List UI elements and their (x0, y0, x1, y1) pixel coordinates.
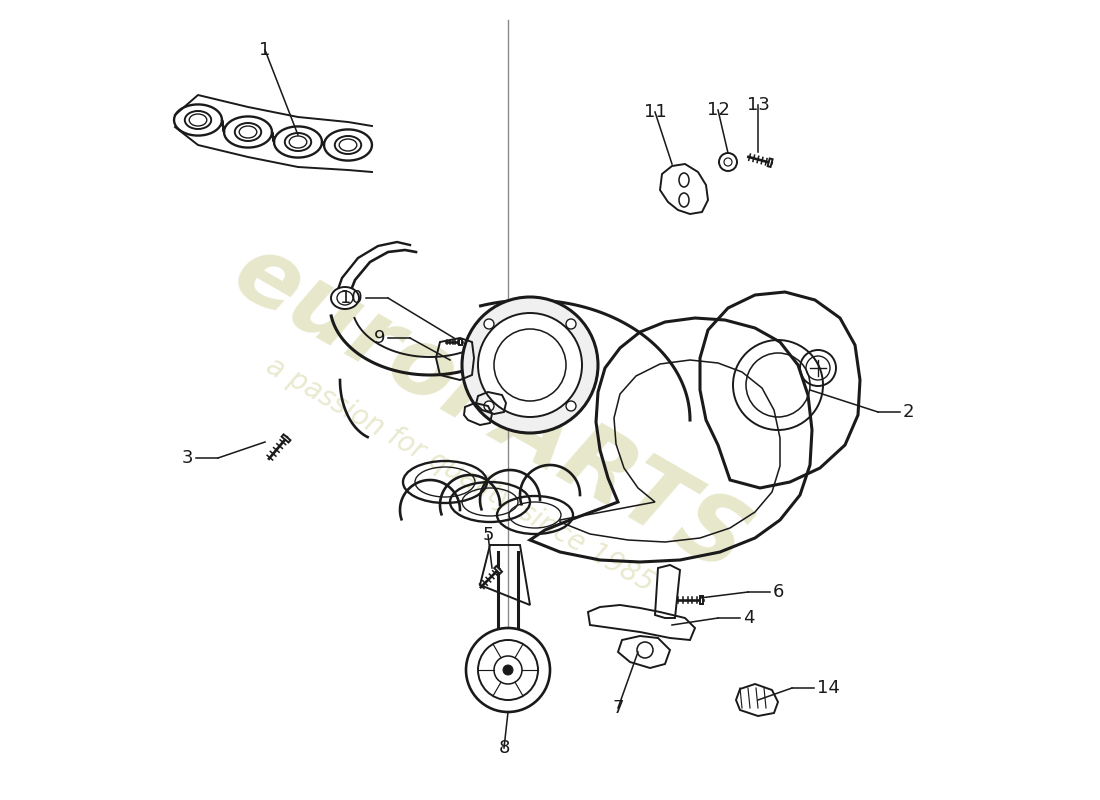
Text: 1: 1 (260, 41, 271, 59)
Ellipse shape (331, 287, 359, 309)
Text: 14: 14 (817, 679, 840, 697)
Ellipse shape (334, 136, 361, 154)
Circle shape (484, 401, 494, 411)
Ellipse shape (285, 133, 311, 151)
Text: 5: 5 (482, 526, 494, 544)
Ellipse shape (185, 111, 211, 129)
Polygon shape (282, 434, 290, 442)
Polygon shape (459, 339, 462, 345)
Polygon shape (768, 158, 772, 167)
Circle shape (466, 628, 550, 712)
Text: 8: 8 (498, 739, 509, 757)
Circle shape (503, 665, 513, 675)
Polygon shape (700, 596, 703, 604)
Text: 13: 13 (747, 96, 769, 114)
Circle shape (462, 297, 598, 433)
Text: 10: 10 (340, 289, 363, 307)
Circle shape (484, 319, 494, 329)
Circle shape (566, 401, 576, 411)
Text: 12: 12 (706, 101, 729, 119)
Circle shape (637, 642, 653, 658)
Circle shape (478, 313, 582, 417)
Text: euroPARTS: euroPARTS (217, 226, 763, 594)
Text: 11: 11 (644, 103, 667, 121)
Polygon shape (494, 566, 502, 574)
Ellipse shape (234, 123, 261, 141)
Text: 4: 4 (742, 609, 755, 627)
Text: 7: 7 (613, 699, 624, 717)
Text: a passion for quality since 1985: a passion for quality since 1985 (261, 352, 659, 598)
Text: 9: 9 (374, 329, 385, 347)
Circle shape (719, 153, 737, 171)
Text: 3: 3 (182, 449, 192, 467)
Circle shape (566, 319, 576, 329)
Text: 2: 2 (903, 403, 914, 421)
Text: 6: 6 (773, 583, 784, 601)
